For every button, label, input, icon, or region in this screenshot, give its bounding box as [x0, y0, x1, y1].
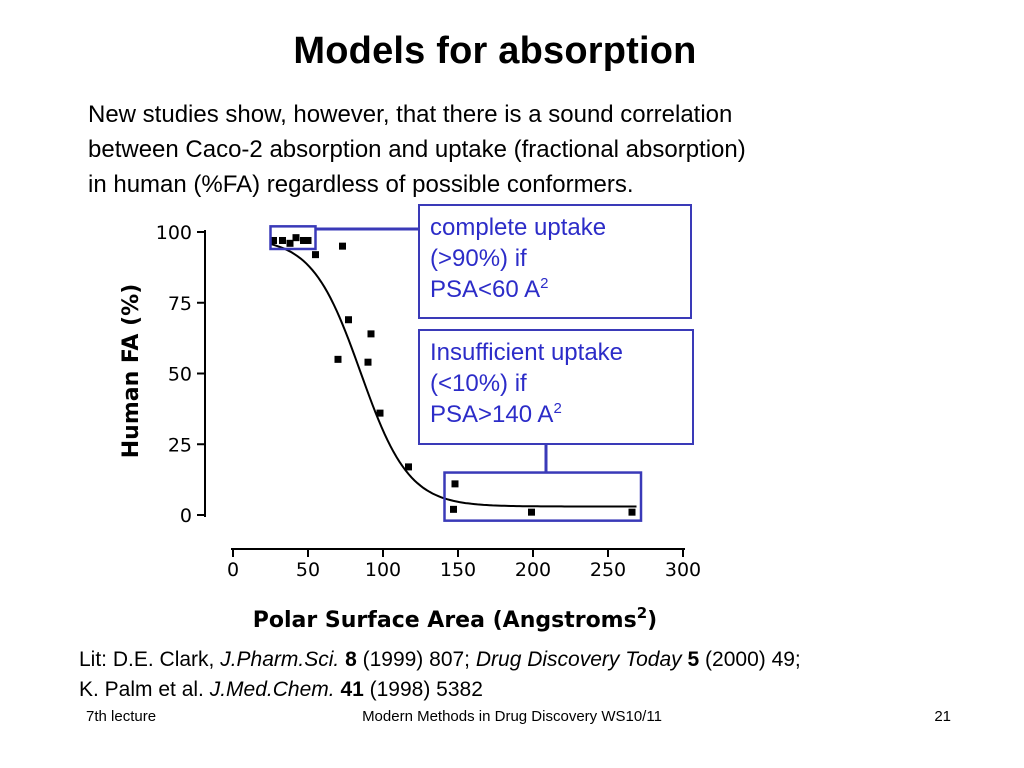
lit-journal-3: J.Med.Chem.	[209, 678, 335, 701]
literature-line-2: K. Palm et al. J.Med.Chem. 41 (1998) 538…	[79, 675, 999, 705]
x-tick-label: 100	[365, 559, 401, 581]
y-tick-label: 0	[180, 505, 192, 527]
y-tick-label: 25	[168, 434, 192, 456]
data-point	[304, 236, 312, 244]
data-point	[628, 508, 636, 516]
callout-complete-line-3: PSA<60 A2	[430, 274, 680, 305]
insufficient-uptake-region	[443, 471, 643, 522]
x-tick-label: 250	[590, 559, 626, 581]
lit-journal-1: J.Pharm.Sci.	[220, 648, 340, 671]
y-tick-label: 100	[156, 222, 192, 244]
callout-complete-uptake: complete uptake (>90%) if PSA<60 A2	[418, 204, 692, 319]
data-point	[300, 236, 307, 244]
data-point	[312, 251, 319, 259]
lit-volume-1: 8	[345, 648, 357, 671]
data-point	[364, 358, 372, 366]
data-point	[270, 236, 277, 244]
x-axis-label: Polar Surface Area (Angstroms2)	[253, 604, 657, 633]
callout-insufficient-sup: 2	[553, 400, 562, 417]
lit-prefix-2: K. Palm et al.	[79, 678, 210, 701]
callout-complete-line-1: complete uptake	[430, 214, 607, 241]
data-point	[528, 508, 535, 516]
lit-prefix: Lit: D.E. Clark,	[79, 648, 221, 671]
data-point	[376, 409, 384, 417]
data-point	[286, 239, 294, 247]
data-point	[405, 463, 412, 471]
data-point	[451, 480, 459, 488]
callout-insufficient-uptake: Insufficient uptake (<10%) if PSA>140 A2	[418, 329, 694, 445]
data-point	[334, 355, 342, 363]
data-point	[339, 242, 346, 250]
literature-reference: Lit: D.E. Clark, J.Pharm.Sci. 8 (1999) 8…	[79, 645, 999, 705]
lit-rest-1: (1999) 807;	[356, 648, 476, 671]
y-axis-label: Human FA (%)	[119, 284, 144, 459]
lit-rest-3: (1998) 5382	[363, 678, 483, 701]
fit-curve	[270, 243, 637, 508]
lit-journal-2: Drug Discovery Today	[475, 648, 682, 671]
callout-complete-psa: PSA<60 A	[430, 276, 541, 303]
intro-line-3: in human (%FA) regardless of possible co…	[88, 171, 634, 198]
x-tick-label: 150	[440, 559, 476, 581]
lit-volume-3: 41	[340, 678, 364, 701]
complete-uptake-region	[269, 225, 317, 251]
intro-line-2: between Caco-2 absorption and uptake (fr…	[88, 136, 746, 163]
data-point	[292, 234, 300, 242]
callout-insufficient-line-3: PSA>140 A2	[430, 399, 682, 430]
y-tick-label: 75	[168, 293, 192, 315]
data-point	[367, 330, 375, 338]
callout-insufficient-line-1: Insufficient uptake	[430, 339, 624, 366]
x-tick-label: 0	[227, 559, 239, 581]
literature-line-1: Lit: D.E. Clark, J.Pharm.Sci. 8 (1999) 8…	[79, 645, 999, 675]
x-tick-label: 300	[665, 559, 701, 581]
data-point	[279, 236, 286, 244]
footer-page-number: 21	[934, 708, 951, 725]
footer-course: Modern Methods in Drug Discovery WS10/11	[362, 708, 662, 725]
data-point	[450, 505, 457, 513]
intro-text: New studies show, however, that there is…	[88, 97, 968, 202]
x-tick-label: 200	[515, 559, 551, 581]
lit-rest-2: (2000) 49;	[699, 648, 801, 671]
footer-lecture: 7th lecture	[86, 708, 157, 725]
callout-insufficient-psa: PSA>140 A	[430, 401, 554, 428]
slide-title: Models for absorption	[293, 30, 697, 72]
callout-complete-line-2: (>90%) if	[430, 245, 527, 272]
lit-volume-2: 5	[687, 648, 700, 671]
data-point	[345, 316, 352, 324]
callout-complete-sup: 2	[540, 275, 549, 292]
intro-line-1: New studies show, however, that there is…	[88, 101, 733, 128]
callout-insufficient-line-2: (<10%) if	[430, 370, 527, 397]
y-tick-label: 50	[168, 364, 192, 386]
x-tick-label: 50	[296, 559, 320, 581]
